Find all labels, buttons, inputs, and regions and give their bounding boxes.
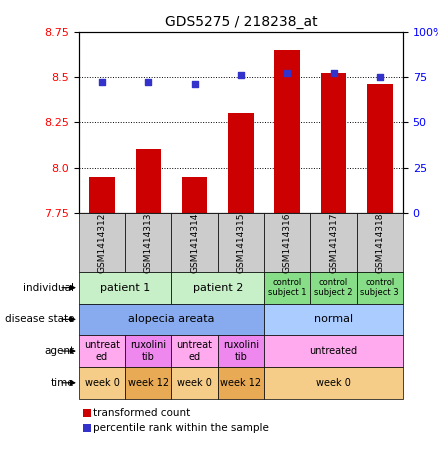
Point bbox=[284, 70, 291, 77]
Text: ruxolini
tib: ruxolini tib bbox=[223, 340, 259, 362]
Text: control
subject 3: control subject 3 bbox=[360, 278, 399, 297]
Point bbox=[330, 70, 337, 77]
Text: agent: agent bbox=[44, 346, 74, 356]
Bar bbox=[89, 177, 115, 213]
Text: week 12: week 12 bbox=[220, 378, 261, 388]
Point bbox=[376, 73, 383, 81]
Text: patient 1: patient 1 bbox=[100, 283, 150, 293]
Bar bbox=[321, 73, 346, 213]
Bar bbox=[136, 149, 161, 213]
Text: week 0: week 0 bbox=[85, 378, 120, 388]
Point bbox=[99, 79, 106, 86]
Bar bbox=[228, 113, 254, 213]
Text: percentile rank within the sample: percentile rank within the sample bbox=[93, 423, 269, 433]
Point bbox=[237, 72, 244, 79]
Text: week 0: week 0 bbox=[177, 378, 212, 388]
Bar bbox=[367, 84, 392, 213]
Text: week 12: week 12 bbox=[128, 378, 169, 388]
Text: normal: normal bbox=[314, 314, 353, 324]
Text: control
subject 2: control subject 2 bbox=[314, 278, 353, 297]
Text: control
subject 1: control subject 1 bbox=[268, 278, 307, 297]
Text: GSM1414317: GSM1414317 bbox=[329, 212, 338, 273]
Bar bbox=[275, 50, 300, 213]
Text: GSM1414316: GSM1414316 bbox=[283, 212, 292, 273]
Text: untreat
ed: untreat ed bbox=[177, 340, 212, 362]
Text: patient 2: patient 2 bbox=[193, 283, 243, 293]
Text: disease state: disease state bbox=[5, 314, 74, 324]
Point bbox=[145, 79, 152, 86]
Title: GDS5275 / 218238_at: GDS5275 / 218238_at bbox=[165, 15, 317, 29]
Text: individual: individual bbox=[24, 283, 74, 293]
Text: GSM1414313: GSM1414313 bbox=[144, 212, 153, 273]
Text: alopecia areata: alopecia areata bbox=[128, 314, 215, 324]
Text: untreated: untreated bbox=[309, 346, 357, 356]
Text: ruxolini
tib: ruxolini tib bbox=[130, 340, 166, 362]
Text: GSM1414318: GSM1414318 bbox=[375, 212, 384, 273]
Text: untreat
ed: untreat ed bbox=[84, 340, 120, 362]
Point bbox=[191, 81, 198, 88]
Text: week 0: week 0 bbox=[316, 378, 351, 388]
Bar bbox=[182, 177, 207, 213]
Text: time: time bbox=[51, 378, 74, 388]
Text: GSM1414312: GSM1414312 bbox=[98, 212, 106, 273]
Text: GSM1414315: GSM1414315 bbox=[237, 212, 245, 273]
Text: transformed count: transformed count bbox=[93, 408, 191, 418]
Text: GSM1414314: GSM1414314 bbox=[190, 212, 199, 273]
